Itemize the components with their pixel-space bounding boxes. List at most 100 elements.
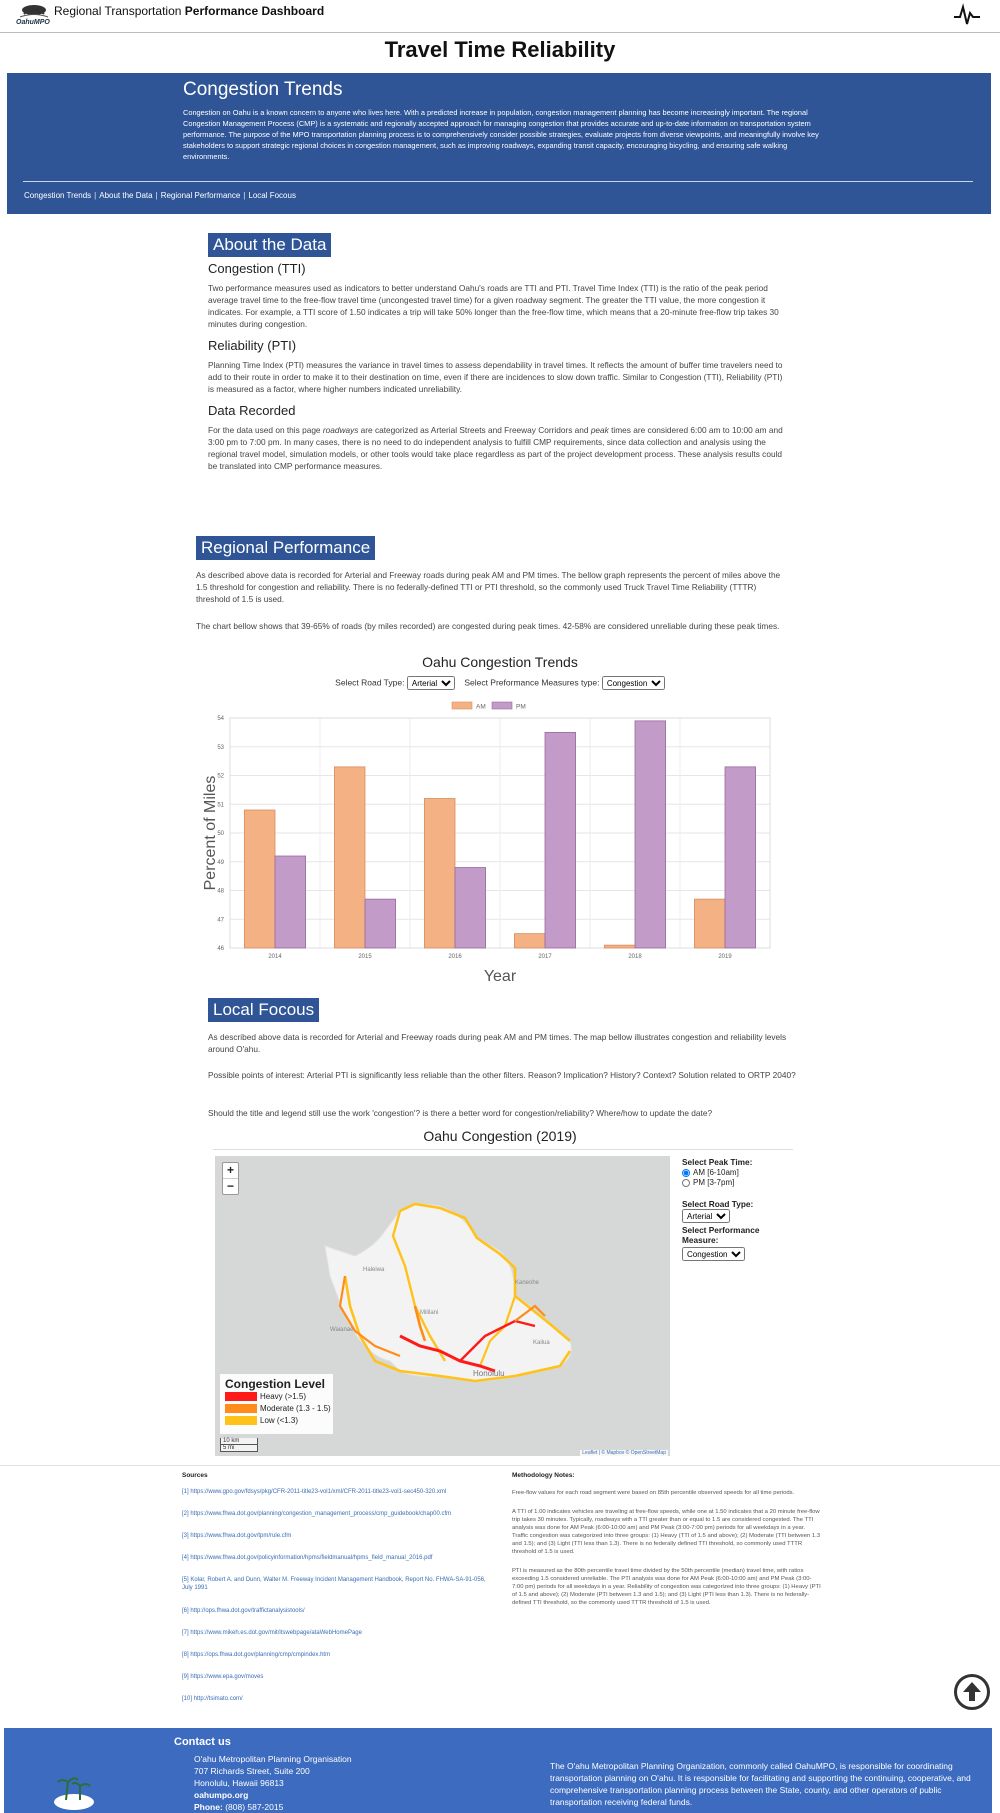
peak-time-label: Select Peak Time: xyxy=(682,1157,753,1167)
oahu-map-drawing: Haleiwa Kaneohe Mililani Waianae Honolul… xyxy=(324,1202,572,1383)
y-tick-label: 48 xyxy=(217,889,224,895)
nav-separator: | xyxy=(94,191,97,200)
chart-title: Oahu Congestion Trends xyxy=(422,654,578,670)
legend-swatch-heavy xyxy=(225,1392,257,1402)
contact-org: O'ahu Metropolitan Planning Organisation xyxy=(194,1754,352,1764)
x-tick-label: 2014 xyxy=(268,954,282,960)
legend-swatch-low xyxy=(225,1416,257,1426)
map-road-type-select[interactable]: Arterial xyxy=(682,1209,730,1223)
phone-label: Phone: xyxy=(194,1802,223,1812)
scale-km: 10 km xyxy=(220,1438,258,1445)
peak-pm-option[interactable]: PM [3-7pm] xyxy=(682,1178,802,1187)
zoom-in-button[interactable]: + xyxy=(223,1163,238,1179)
peak-am-option[interactable]: AM [6-10am] xyxy=(682,1168,802,1177)
zoom-out-button[interactable]: − xyxy=(226,1179,234,1193)
hero-title: Congestion Trends xyxy=(183,79,343,100)
source-link[interactable]: [7] https://www.mikeh.es.dot.gov/mit/its… xyxy=(182,1630,362,1636)
tti-text: Two performance measures used as indicat… xyxy=(208,283,779,329)
methodology-text-1: Free-flow values for each road segment w… xyxy=(512,1490,795,1496)
source-link[interactable]: [10] http://tsimato.com/ xyxy=(182,1696,243,1702)
source-link[interactable]: [4] https://www.fhwa.dot.gov/policyinfor… xyxy=(182,1555,433,1561)
oahumpo-footer-logo-icon xyxy=(54,1777,94,1810)
oahumpo-logo-icon[interactable] xyxy=(14,0,54,30)
hero-body: Congestion on Oahu is a known concern to… xyxy=(183,108,819,161)
road-leeward xyxy=(343,1275,572,1383)
hero-banner: Congestion Trends Congestion on Oahu is … xyxy=(7,73,991,214)
source-link[interactable]: [9] https://www.epa.gov/moves xyxy=(182,1674,264,1680)
contact-title: Contact us xyxy=(174,1736,231,1748)
bar-pm-2017 xyxy=(544,731,577,949)
tti-title: Congestion (TTI) xyxy=(208,261,306,276)
page-title: Travel Time Reliability xyxy=(384,37,616,62)
source-link[interactable]: [2] https://www.fhwa.dot.gov/planning/co… xyxy=(182,1511,452,1517)
road-h1-heavy xyxy=(399,1334,496,1373)
app-title: Regional Transportation Performance Dash… xyxy=(54,4,324,18)
data-text-e: times are considered 6:00 am to 10:00 am… xyxy=(208,425,783,471)
source-link[interactable]: [5] Kolar, Robert A. and Dunn, Walter M.… xyxy=(182,1577,486,1591)
nav-local-focus[interactable]: Local Focous xyxy=(248,191,296,200)
road-central xyxy=(391,1210,447,1362)
methodology-notes: Methodology Notes: Free-flow values for … xyxy=(512,1472,822,1618)
plot-frame xyxy=(229,717,771,949)
place-label-kaneohe: Kaneohe xyxy=(515,1280,540,1286)
peak-am-radio[interactable] xyxy=(682,1168,690,1177)
measure-type-select[interactable]: Congestion xyxy=(601,676,665,690)
road-kailua-moderate xyxy=(514,1304,546,1322)
map-measure-select[interactable]: Congestion xyxy=(682,1247,745,1261)
x-axis-label: Year xyxy=(484,968,517,981)
nav-regional-performance[interactable]: Regional Performance xyxy=(160,191,241,200)
map-attribution[interactable]: Leaflet | © Mapbox © OpenStreetMap xyxy=(580,1450,668,1456)
pulse-icon[interactable] xyxy=(952,0,982,30)
y-tick-label: 53 xyxy=(217,745,224,751)
methodology-text-2: A TTI of 1.00 indicates vehicles are tra… xyxy=(512,1509,821,1555)
x-tick-label: 2019 xyxy=(718,954,732,960)
bar-pm-2014 xyxy=(274,855,307,949)
nav-separator: | xyxy=(155,191,158,200)
place-label-haleiwa: Haleiwa xyxy=(363,1267,385,1273)
nav-congestion-trends[interactable]: Congestion Trends xyxy=(24,191,92,200)
x-tick-label: 2016 xyxy=(448,954,462,960)
map-road-type-label: Select Road Type: xyxy=(682,1199,754,1209)
section-nav: Congestion Trends | About the Data | Regiona… xyxy=(24,191,296,200)
legend-item-low: Low (<1.3) xyxy=(220,1415,333,1427)
source-link[interactable]: [8] https://ops.fhwa.dot.gov/planning/cm… xyxy=(182,1652,331,1658)
top-bar: OahuMPO Regional Transportation Performa… xyxy=(0,0,1000,33)
logo-text: OahuMPO xyxy=(16,19,50,26)
scale-mi: 5 mi xyxy=(220,1445,258,1452)
local-text-2: Possible points of interest: Arterial PT… xyxy=(208,1070,796,1080)
bar-am-2017 xyxy=(513,933,546,949)
contact-web-link[interactable]: oahumpo.org xyxy=(194,1790,249,1800)
congestion-map[interactable]: Haleiwa Kaneohe Mililani Waianae Honolul… xyxy=(215,1156,670,1456)
peak-pm-radio[interactable] xyxy=(682,1178,690,1187)
y-tick-label: 46 xyxy=(217,946,224,952)
regional-heading: Regional Performance xyxy=(196,536,376,560)
sources-title: Sources xyxy=(182,1472,208,1479)
place-label-kailua: Kailua xyxy=(533,1340,550,1346)
road-north-shore xyxy=(399,1202,571,1342)
source-link[interactable]: [6] http://ops.fhwa.dot.gov/traffictanal… xyxy=(182,1608,305,1614)
data-recorded-title: Data Recorded xyxy=(208,403,296,418)
map-scale: 10 km 5 mi xyxy=(220,1438,258,1452)
map-measure-label: Select Performance Measure: xyxy=(682,1225,760,1245)
methodology-text-3: PTI is measured as the 80th percentile t… xyxy=(512,1568,821,1606)
legend-label-am: AM xyxy=(476,704,486,711)
pti-title: Reliability (PTI) xyxy=(208,338,297,353)
peak-pm-text: PM [3-7pm] xyxy=(693,1178,735,1187)
app-title-prefix: Regional Transportation xyxy=(54,4,182,18)
road-type-select[interactable]: Arterial xyxy=(406,676,455,690)
y-tick-label: 47 xyxy=(217,917,224,923)
footer-top-rule xyxy=(0,1465,1000,1466)
legend-label-pm: PM xyxy=(516,704,526,711)
nav-about-data[interactable]: About the Data xyxy=(99,191,153,200)
source-link[interactable]: [1] https://www.gpo.gov/fdsys/pkg/CFR-20… xyxy=(182,1489,447,1495)
contact-phone-row: Phone: (808) 587-2015 xyxy=(194,1801,352,1813)
source-link[interactable]: [3] https://www.fhwa.dot.gov/tpm/rule.cf… xyxy=(182,1533,292,1539)
bar-am-2015 xyxy=(333,766,366,949)
bar-pm-2015 xyxy=(364,898,397,949)
back-to-top-button[interactable] xyxy=(954,1674,990,1710)
sources-list: Sources [1] https://www.gpo.gov/fdsys/pk… xyxy=(182,1472,492,1717)
data-text-peak: peak xyxy=(590,425,609,435)
road-h3-heavy xyxy=(459,1319,536,1362)
legend-item-moderate: Moderate (1.3 - 1.5) xyxy=(220,1403,333,1415)
legend-item-heavy: Heavy (>1.5) xyxy=(220,1391,333,1403)
